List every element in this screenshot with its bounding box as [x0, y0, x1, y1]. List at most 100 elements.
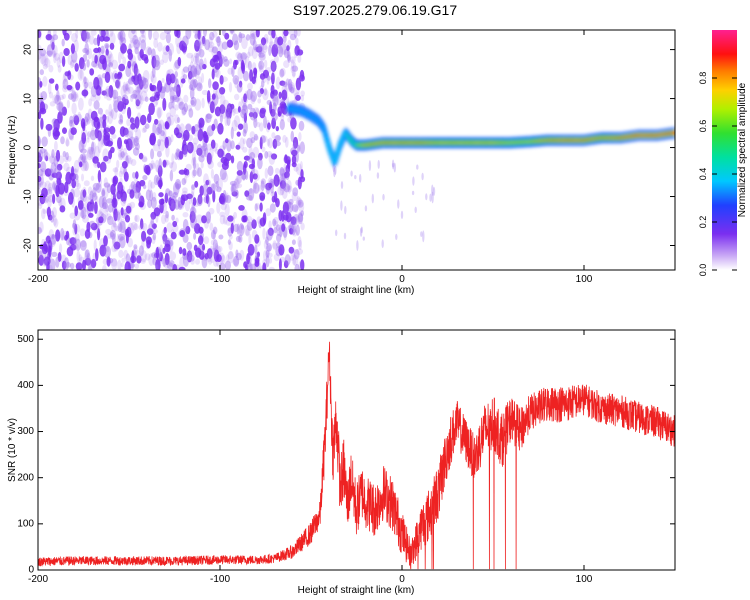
- heatmap-noise-cell: [269, 101, 273, 114]
- heatmap-noise-cell: [80, 240, 87, 251]
- heatmap-noise-cell: [208, 41, 215, 48]
- heatmap-noise-cell: [259, 107, 266, 114]
- heatmap-noise-cell: [253, 182, 260, 194]
- heatmap-noise-cell: [159, 244, 164, 255]
- heatmap-noise-cell: [258, 65, 264, 73]
- heatmap-noise-cell: [214, 68, 221, 78]
- heatmap-noise-cell: [56, 195, 62, 204]
- heatmap-noise-cell: [209, 252, 216, 263]
- heatmap-noise-cell: [173, 61, 180, 71]
- heatmap-noise-cell: [106, 246, 110, 253]
- heatmap-noise-cell: [53, 53, 57, 64]
- heatmap-faint-cell: [425, 193, 428, 201]
- heatmap-noise-cell: [296, 144, 301, 153]
- heatmap-noise-cell: [123, 166, 127, 178]
- heatmap-noise-cell: [127, 157, 133, 165]
- heatmap-noise-cell: [122, 84, 128, 92]
- heatmap-noise-cell: [174, 152, 179, 161]
- heatmap-faint-cell: [400, 210, 404, 220]
- heatmap-noise-cell: [210, 168, 214, 179]
- heatmap-noise-cell: [221, 41, 229, 50]
- heatmap-noise-cell: [50, 162, 57, 174]
- heatmap-noise-cell: [69, 135, 74, 141]
- heatmap-noise-cell: [244, 190, 250, 198]
- heatmap-noise-cell: [159, 31, 167, 41]
- heatmap-noise-cell: [297, 143, 301, 152]
- heatmap-noise-cell: [55, 184, 60, 198]
- heatmap-noise-cell: [69, 119, 73, 127]
- heatmap-noise-cell: [189, 87, 195, 100]
- heatmap-noise-cell: [48, 245, 52, 258]
- heatmap-noise-cell: [265, 208, 272, 217]
- heatmap-noise-cell: [103, 36, 110, 42]
- heatmap-noise-cell: [285, 136, 289, 148]
- heatmap-noise-cell: [50, 35, 55, 49]
- heatmap-noise-cell: [133, 30, 137, 38]
- heatmap-noise-cell: [186, 250, 193, 263]
- heatmap-noise-cell: [82, 155, 87, 164]
- heatmap-noise-cell: [65, 262, 71, 268]
- heatmap-noise-cell: [262, 262, 267, 270]
- heatmap-faint-cell: [421, 172, 424, 181]
- heatmap-noise-cell: [198, 35, 204, 42]
- heatmap-noise-cell: [86, 137, 90, 143]
- heatmap-noise-cell: [181, 106, 187, 116]
- heatmap-noise-cell: [232, 189, 239, 196]
- heatmap-noise-cell: [111, 59, 118, 70]
- heatmap-noise-cell: [247, 243, 255, 256]
- heatmap-noise-cell: [282, 187, 288, 199]
- heatmap-noise-cell: [165, 210, 169, 219]
- snr-y-tick-label: 500: [17, 334, 34, 345]
- heatmap-noise-cell: [216, 202, 221, 214]
- heatmap-noise-cell: [268, 266, 275, 270]
- heatmap-noise-cell: [151, 252, 158, 259]
- heatmap-noise-cell: [276, 233, 282, 243]
- heatmap-noise-cell: [177, 56, 182, 67]
- heatmap-noise-cell: [168, 101, 173, 110]
- heatmap-noise-cell: [287, 78, 293, 91]
- heatmap-noise-cell: [104, 43, 110, 49]
- heatmap-noise-cell: [71, 166, 75, 177]
- heatmap-noise-cell: [123, 139, 129, 145]
- heatmap-noise-cell: [174, 114, 180, 124]
- heatmap-noise-cell: [86, 221, 91, 233]
- heatmap-noise-cell: [236, 170, 243, 176]
- heatmap-noise-cell: [298, 201, 305, 213]
- heatmap-noise-cell: [141, 155, 148, 162]
- heatmap-noise-cell: [178, 126, 183, 135]
- heatmap-faint-cell: [334, 165, 337, 175]
- heatmap-noise-cell: [205, 113, 213, 120]
- heatmap-noise-cell: [139, 179, 146, 187]
- heatmap-noise-cell: [129, 38, 137, 44]
- heatmap-noise-cell: [218, 177, 223, 190]
- heatmap-noise-cell: [265, 255, 270, 268]
- heatmap-noise-cell: [271, 70, 276, 80]
- heatmap-noise-cell: [174, 83, 178, 93]
- heatmap-noise-cell: [178, 266, 186, 270]
- heatmap-noise-cell: [197, 76, 203, 89]
- heatmap-noise-cell: [58, 199, 63, 207]
- heatmap-noise-cell: [297, 236, 302, 248]
- heatmap-noise-cell: [38, 30, 42, 38]
- heatmap-noise-cell: [94, 54, 98, 64]
- heatmap-noise-cell: [55, 256, 60, 268]
- heatmap-noise-cell: [257, 90, 262, 98]
- heatmap-noise-cell: [163, 127, 167, 140]
- heatmap-noise-cell: [182, 212, 189, 218]
- heatmap-noise-cell: [102, 148, 109, 161]
- heatmap-noise-cell: [211, 123, 216, 131]
- heatmap-noise-cell: [297, 212, 304, 225]
- heatmap-noise-cell: [50, 238, 56, 247]
- heatmap-ridge-layer: [286, 102, 675, 168]
- heatmap-noise-cell: [52, 182, 56, 191]
- heatmap-noise-cell: [182, 66, 190, 73]
- heatmap-noise-cell: [139, 221, 144, 229]
- heatmap-noise-cell: [154, 118, 159, 125]
- heatmap-noise-cell: [52, 34, 59, 41]
- heatmap-noise-cell: [290, 130, 295, 143]
- heatmap-noise-cell: [169, 251, 177, 261]
- heatmap-noise-cell: [225, 152, 232, 162]
- heatmap-noise-cell: [235, 249, 239, 258]
- heatmap-noise-cell: [105, 44, 109, 51]
- snr-y-tick-label: 0: [28, 565, 34, 576]
